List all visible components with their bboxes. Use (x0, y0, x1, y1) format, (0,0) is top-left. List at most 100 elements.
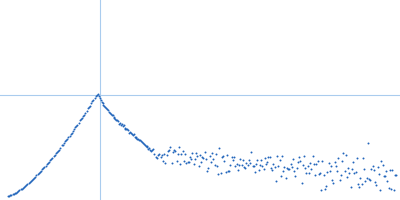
Point (294, 166, 300, 169)
Point (118, 123, 124, 126)
Point (199, 155, 206, 159)
Point (222, 171, 229, 174)
Point (300, 163, 306, 166)
Point (154, 156, 160, 160)
Point (61, 142, 67, 145)
Point (209, 152, 215, 155)
Point (136, 138, 142, 141)
Point (308, 167, 314, 170)
Point (280, 170, 286, 173)
Point (219, 156, 225, 159)
Point (84, 107, 91, 110)
Point (224, 154, 230, 157)
Point (275, 164, 282, 168)
Point (290, 158, 296, 161)
Point (132, 135, 138, 138)
Point (60, 143, 66, 146)
Point (190, 162, 197, 165)
Point (20, 186, 26, 189)
Point (208, 160, 214, 163)
Point (262, 156, 268, 159)
Point (366, 177, 372, 180)
Point (310, 155, 316, 158)
Point (22, 184, 28, 188)
Point (112, 117, 118, 121)
Point (259, 164, 266, 167)
Point (342, 153, 349, 156)
Point (78, 118, 84, 121)
Point (84, 110, 90, 113)
Point (89, 100, 96, 103)
Point (354, 156, 360, 159)
Point (46, 160, 52, 163)
Point (230, 159, 236, 162)
Point (326, 169, 333, 172)
Point (150, 147, 156, 150)
Point (115, 120, 121, 123)
Point (324, 170, 330, 173)
Point (120, 124, 126, 127)
Point (36, 171, 42, 175)
Point (246, 158, 252, 161)
Point (87, 104, 93, 107)
Point (145, 147, 152, 150)
Point (311, 163, 317, 166)
Point (278, 174, 284, 177)
Point (21, 185, 27, 188)
Point (247, 161, 253, 164)
Point (57, 146, 64, 149)
Point (107, 111, 113, 114)
Point (350, 161, 356, 164)
Point (298, 181, 305, 184)
Point (14, 190, 20, 193)
Point (104, 108, 110, 111)
Point (227, 163, 234, 166)
Point (232, 164, 238, 167)
Point (276, 159, 283, 162)
Point (122, 127, 129, 130)
Point (159, 153, 165, 156)
Point (103, 107, 110, 110)
Point (250, 164, 257, 167)
Point (140, 141, 146, 144)
Point (140, 143, 147, 146)
Point (270, 162, 276, 165)
Point (234, 162, 240, 165)
Point (110, 115, 117, 118)
Point (41, 165, 48, 169)
Point (384, 179, 391, 182)
Point (226, 169, 232, 172)
Point (274, 155, 280, 158)
Point (111, 116, 118, 120)
Point (99, 102, 106, 105)
Point (123, 127, 130, 131)
Point (292, 174, 299, 177)
Point (249, 164, 256, 167)
Point (30, 177, 36, 180)
Point (177, 163, 184, 166)
Point (291, 170, 298, 173)
Point (282, 176, 289, 180)
Point (235, 169, 241, 172)
Point (47, 159, 53, 162)
Point (96, 94, 102, 98)
Point (81, 113, 88, 116)
Point (108, 112, 114, 116)
Point (44, 163, 50, 166)
Point (302, 166, 308, 169)
Point (301, 154, 307, 157)
Point (100, 103, 107, 106)
Point (63, 138, 69, 142)
Point (80, 115, 86, 118)
Point (74, 123, 81, 127)
Point (356, 185, 362, 188)
Point (286, 167, 292, 170)
Point (105, 109, 111, 112)
Point (97, 97, 103, 100)
Point (31, 176, 38, 179)
Point (367, 179, 374, 182)
Point (189, 151, 196, 155)
Point (178, 153, 185, 156)
Point (120, 124, 127, 127)
Point (387, 169, 393, 172)
